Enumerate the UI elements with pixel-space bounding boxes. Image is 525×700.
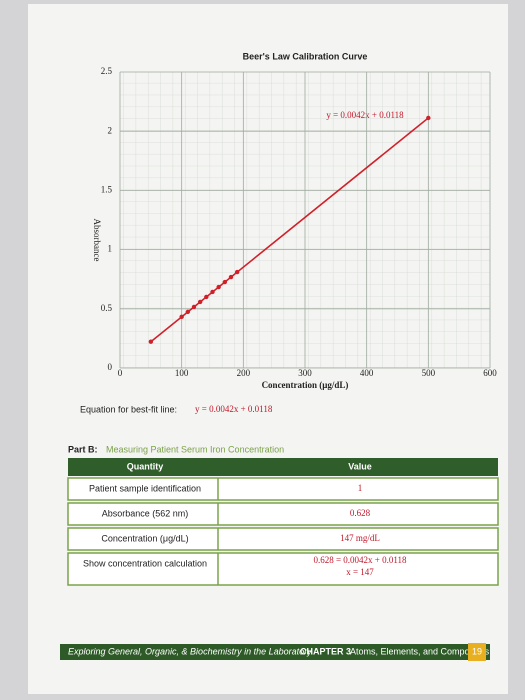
y-tick-label: 1 <box>108 244 113 254</box>
data-point <box>228 274 234 280</box>
data-point <box>210 289 215 295</box>
value-cell: 0.628 <box>350 508 371 518</box>
quantity-cell: Absorbance (562 nm) <box>102 508 189 518</box>
table-row <box>67 477 499 501</box>
y-tick-label: 2.5 <box>101 66 113 76</box>
value-cell: 0.628 = 0.0042x + 0.0118 <box>313 555 407 565</box>
x-tick-label: 500 <box>422 368 436 378</box>
x-tick-label: 0 <box>118 368 123 378</box>
table-row <box>67 502 499 526</box>
quantity-cell: Show concentration calculation <box>83 558 207 568</box>
value-cell: x = 147 <box>346 567 374 577</box>
table-header <box>68 458 498 476</box>
data-point <box>222 279 228 285</box>
data-point <box>216 284 221 290</box>
page-badge <box>468 643 486 661</box>
data-point <box>191 304 197 310</box>
y-axis-label: Absorbance <box>92 219 102 262</box>
table-row <box>67 552 499 586</box>
equation-label: Equation for best-fit line: <box>80 404 177 414</box>
y-tick-label: 0.5 <box>101 303 113 313</box>
part-label: Part B: <box>68 444 98 454</box>
data-point <box>197 299 203 305</box>
y-tick-label: 1.5 <box>101 184 113 194</box>
fit-line <box>150 117 429 343</box>
footer-chapter-title: Atoms, Elements, and Compounds <box>350 646 490 656</box>
x-tick-label: 400 <box>360 368 374 378</box>
footer-bar <box>60 644 490 660</box>
quantity-cell: Concentration (μg/dL) <box>101 533 188 543</box>
data-point <box>426 115 431 121</box>
footer-chapter: CHAPTER 3 <box>300 646 351 656</box>
data-point <box>204 294 209 300</box>
x-axis-label: Concentration (μg/dL) <box>262 380 349 390</box>
y-tick-label: 2 <box>108 125 113 135</box>
page-number: 19 <box>472 646 482 656</box>
chart-title: Beer's Law Calibration Curve <box>243 51 368 61</box>
x-tick-label: 200 <box>237 368 251 378</box>
equation-annotation: y = 0.0042x + 0.0118 <box>326 110 404 120</box>
value-cell: 1 <box>358 483 363 493</box>
data-point <box>148 339 154 344</box>
equation-value: y = 0.0042x + 0.0118 <box>195 404 273 414</box>
y-tick-label: 0 <box>108 362 113 372</box>
header-cell: Quantity <box>127 461 164 471</box>
part-title: Measuring Patient Serum Iron Concentrati… <box>106 444 284 454</box>
header-cell: Value <box>348 461 372 471</box>
x-tick-label: 100 <box>175 368 189 378</box>
value-cell: 147 mg/dL <box>340 533 380 543</box>
quantity-cell: Patient sample identification <box>89 483 201 493</box>
data-point <box>185 309 191 315</box>
table-row <box>67 527 499 551</box>
x-tick-label: 600 <box>483 368 497 378</box>
data-point <box>234 269 240 275</box>
footer-book: Exploring General, Organic, & Biochemist… <box>68 646 312 656</box>
x-tick-label: 300 <box>298 368 312 378</box>
data-point <box>179 314 184 320</box>
